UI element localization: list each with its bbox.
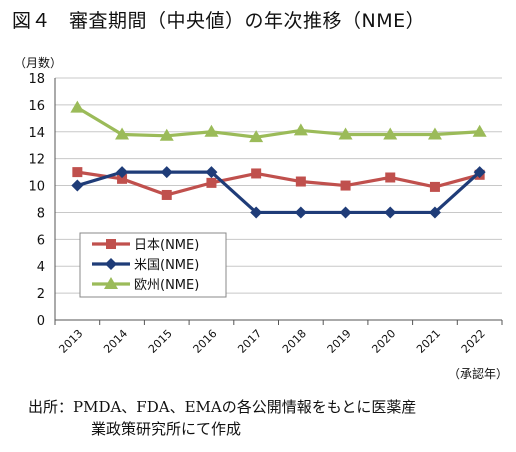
source-note: 出所：PMDA、FDA、EMAの各公開情報をもとに医薬産 業政策研究所にて作成 (28, 396, 416, 440)
y-tick-label: 8 (37, 206, 45, 221)
source-line-2: 業政策研究所にて作成 (91, 420, 242, 438)
data-point (385, 172, 396, 183)
legend-label: 日本(NME) (134, 238, 199, 253)
data-point (116, 166, 129, 179)
data-point (160, 166, 173, 179)
data-point (338, 127, 353, 140)
legend-label: 欧州(NME) (134, 278, 199, 293)
y-tick-label: 6 (37, 233, 45, 248)
data-point (339, 206, 352, 219)
x-tick-label: 2017 (235, 327, 264, 356)
legend-marker (105, 258, 117, 270)
data-point (340, 180, 351, 191)
series-1 (71, 166, 486, 219)
series-2 (70, 100, 487, 143)
data-point (250, 206, 263, 219)
data-point (206, 177, 217, 188)
x-tick-label: 2014 (101, 327, 130, 356)
x-axis-label: （承認年） (448, 366, 508, 381)
y-tick-label: 12 (28, 153, 45, 168)
data-point (72, 167, 83, 178)
series-line (76, 170, 481, 215)
data-point (294, 206, 307, 219)
data-point (161, 189, 172, 200)
figure-title: 図４ 審査期間（中央値）の年次推移（NME） (12, 6, 425, 33)
data-point (473, 166, 486, 179)
data-point (205, 166, 218, 179)
legend-label: 米国(NME) (134, 258, 199, 273)
y-tick-label: 4 (37, 260, 45, 275)
data-point (251, 168, 262, 179)
x-tick-label: 2018 (280, 327, 309, 356)
figure-number: 図４ (12, 10, 52, 32)
series-line (76, 106, 480, 139)
data-point (159, 128, 174, 141)
x-tick-label: 2016 (191, 327, 220, 356)
x-tick-label: 2022 (459, 327, 488, 356)
data-point (293, 123, 308, 136)
data-point (383, 127, 398, 140)
y-tick-label: 2 (37, 287, 45, 302)
y-tick-label: 0 (37, 314, 45, 329)
y-tick-label: 10 (28, 180, 45, 195)
data-point (71, 179, 84, 192)
x-tick-label: 2019 (325, 327, 354, 356)
x-tick-label: 2013 (56, 327, 85, 356)
data-point (427, 127, 442, 140)
data-point (384, 206, 397, 219)
data-point (115, 127, 130, 140)
y-tick-label: 18 (28, 72, 45, 87)
legend: 日本(NME) 米国(NME) 欧州(NME) (79, 232, 227, 298)
data-point (428, 206, 441, 219)
y-axis-label: （月数） (14, 55, 62, 70)
data-point (117, 173, 128, 184)
legend-marker (106, 239, 116, 249)
x-tick-label: 2015 (146, 327, 175, 356)
x-tick-label: 2021 (414, 327, 443, 356)
source-line-1: 出所：PMDA、FDA、EMAの各公開情報をもとに医薬産 (28, 398, 417, 416)
y-tick-label: 14 (28, 126, 45, 141)
y-tick-label: 16 (28, 99, 45, 114)
data-point (70, 100, 85, 113)
data-point (204, 124, 219, 137)
series-line (77, 170, 481, 197)
x-tick-label: 2020 (369, 327, 398, 356)
line-chart: 0 2 4 6 8 10 12 14 16 18 2013 2014 2015 2016 2017 2018 2… (14, 55, 508, 381)
data-point (429, 181, 440, 192)
figure-title-text: 審査期間（中央値）の年次推移（NME） (69, 10, 426, 32)
data-point (295, 176, 306, 187)
data-point (472, 124, 487, 137)
legend-marker (104, 277, 118, 289)
data-point (249, 130, 264, 143)
